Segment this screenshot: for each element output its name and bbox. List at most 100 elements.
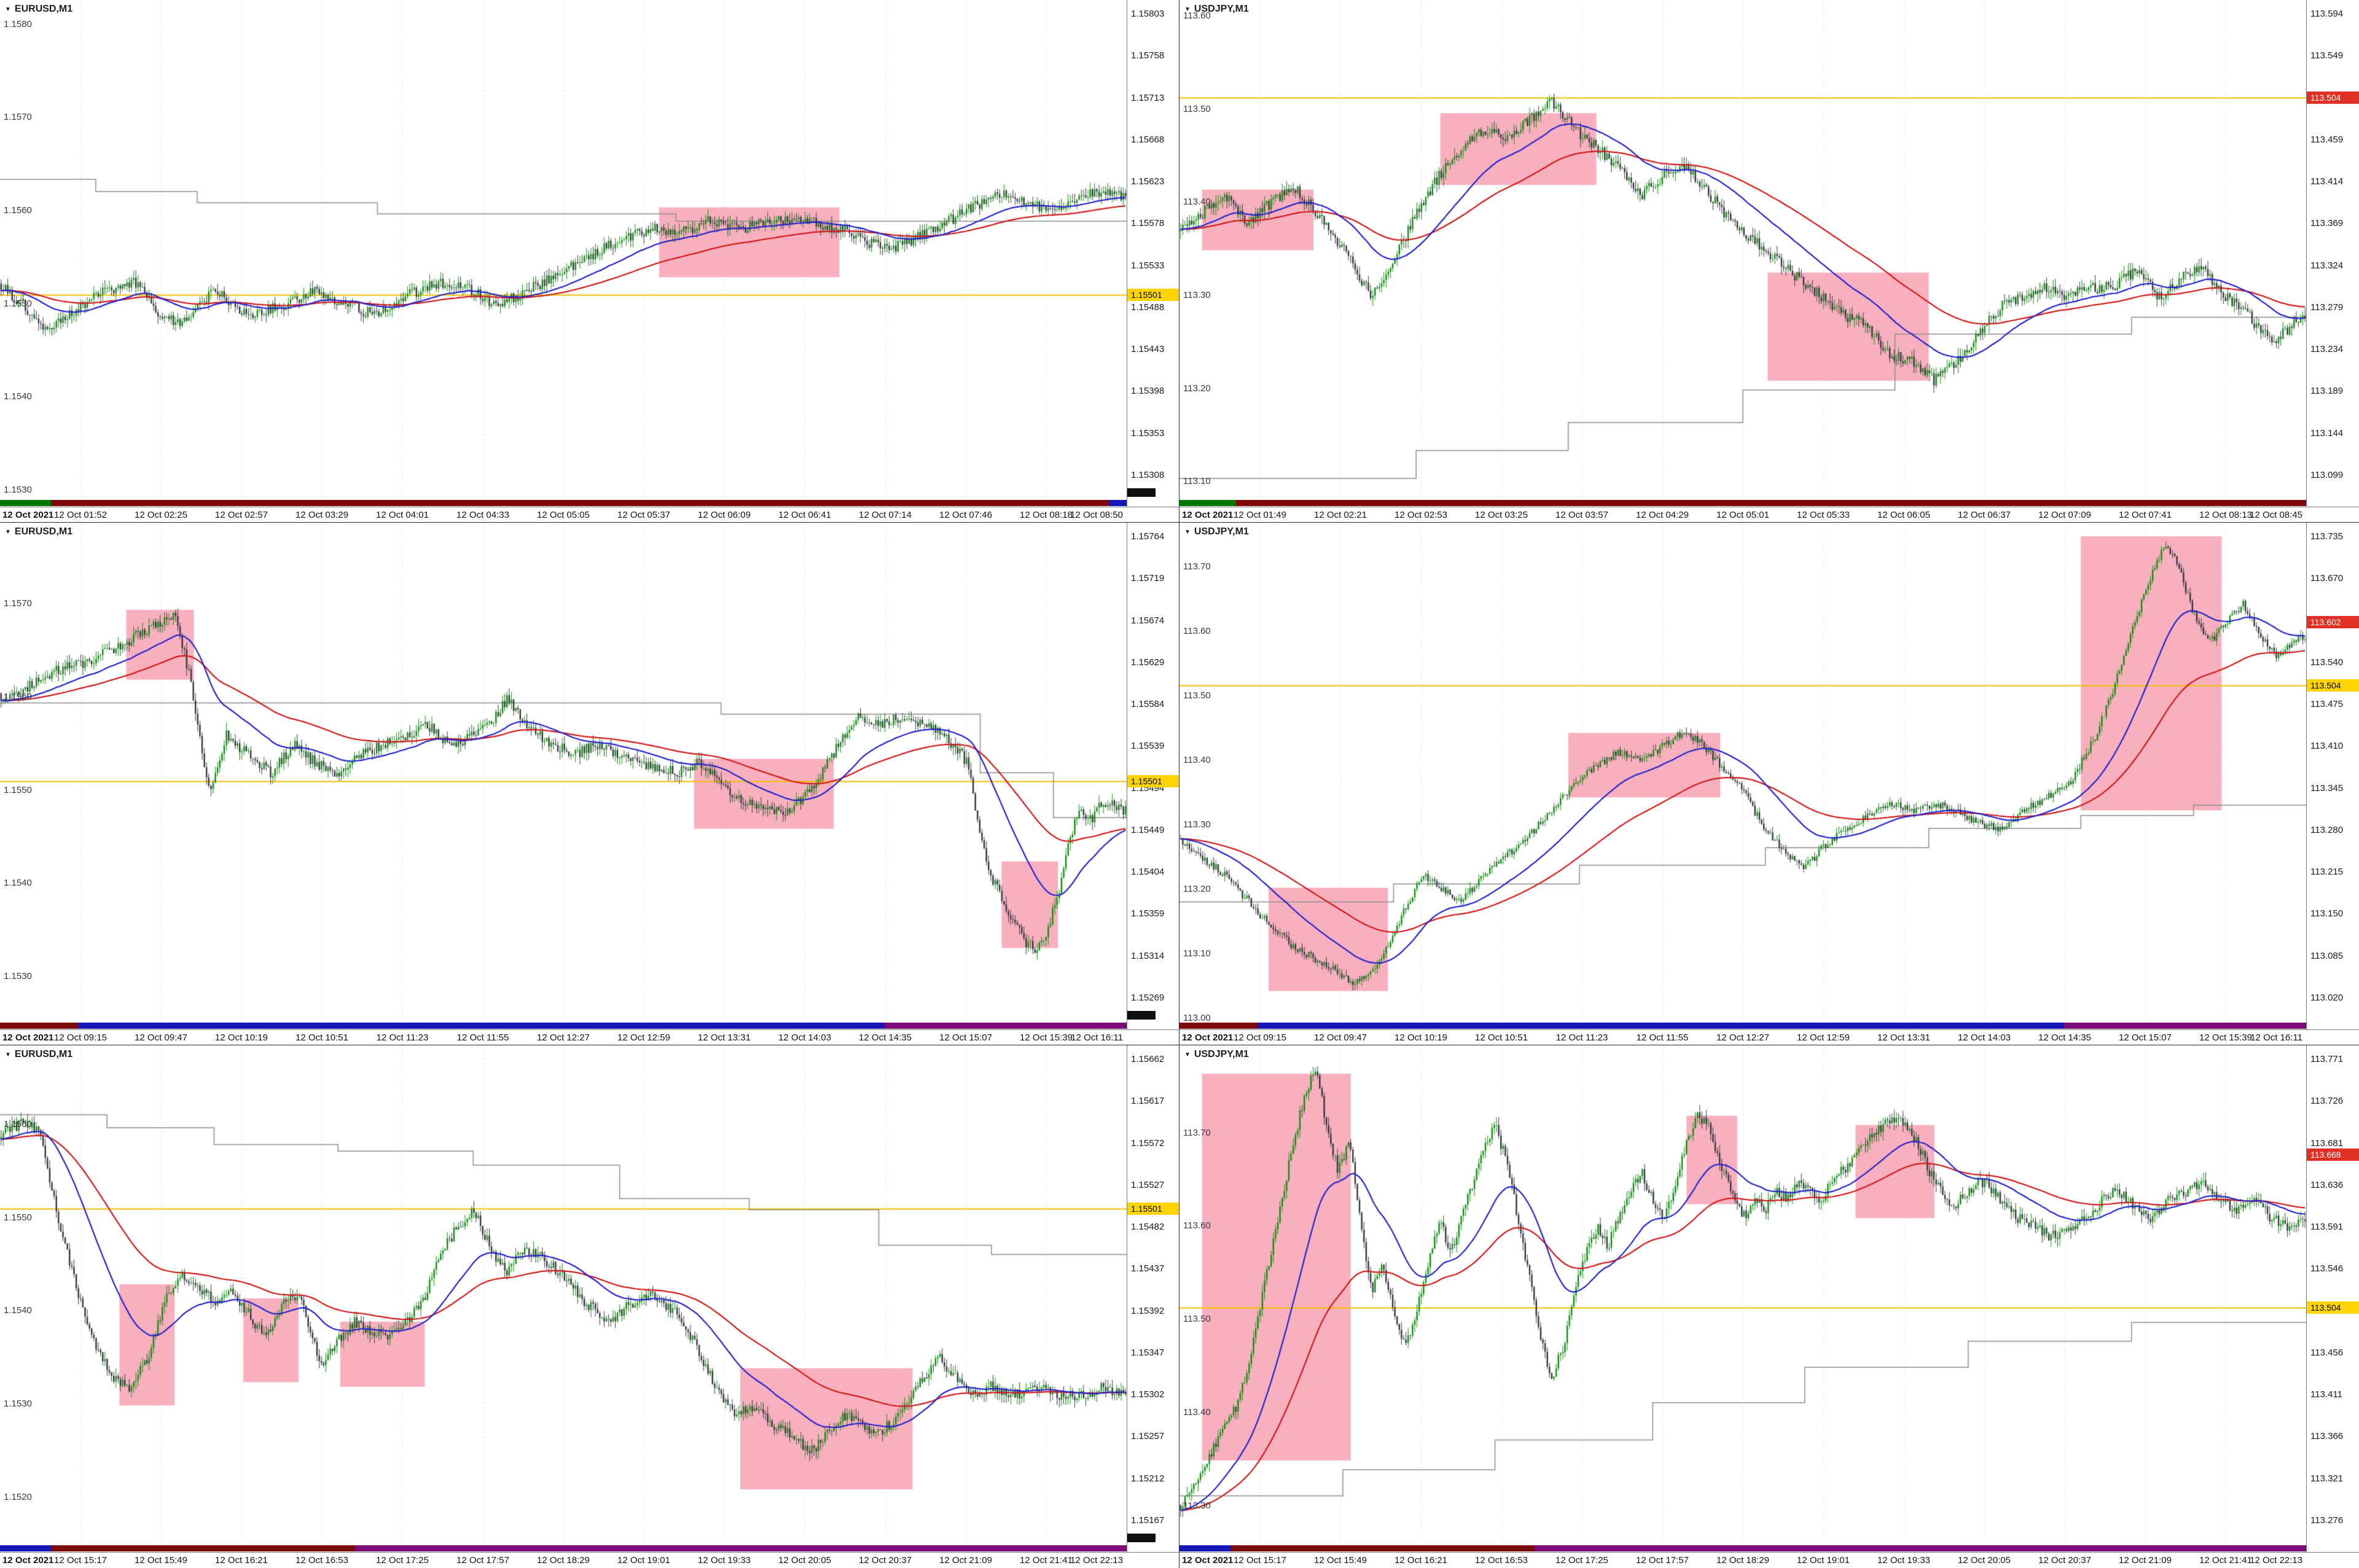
price-axis-label: 113.475 [2310, 699, 2344, 710]
chart-canvas-5[interactable] [0, 1045, 1127, 1545]
session-segment [1230, 1545, 1535, 1551]
price-axis-label: 113.670 [2310, 573, 2344, 584]
time-axis-label: 12 Oct 16:53 [1475, 1555, 1528, 1566]
price-axis-label: 113.591 [2310, 1222, 2344, 1233]
chart-canvas-3[interactable] [0, 523, 1127, 1022]
price-axis-label: 113.456 [2310, 1347, 2344, 1358]
session-segment [1180, 1545, 1230, 1551]
price-axis-label: 1.15308 [1131, 470, 1165, 480]
price-axis-1[interactable]: 1.15803 1.15758 1.15713 1.15668 1.15623 1.155… [1127, 0, 1179, 507]
time-axis-label: 12 Oct 15:49 [1314, 1555, 1367, 1566]
time-axis-label: 12 Oct 01:52 [54, 510, 107, 520]
session-indicator-bar-6 [1180, 1545, 2306, 1552]
session-segment [0, 500, 51, 506]
time-axis-label: 12 Oct 14:35 [2038, 1032, 2091, 1043]
chart-canvas-2[interactable] [1180, 0, 2306, 499]
time-axis-label: 12 Oct 01:49 [1234, 510, 1286, 520]
price-tag: 1.15501 [1127, 289, 1179, 302]
symbol-menu-6[interactable]: ▼ USDJPY,M1 [1184, 1049, 1249, 1060]
price-axis-label: 113.321 [2310, 1473, 2344, 1484]
price-axis-label: 1.15257 [1131, 1431, 1165, 1442]
time-axis-label: 12 Oct 12:27 [1716, 1032, 1769, 1043]
time-axis-label: 12 Oct 20:37 [2038, 1555, 2091, 1566]
time-axis-label: 12 Oct 15:17 [54, 1555, 107, 1566]
time-axis-label: 12 Oct 16:21 [215, 1555, 268, 1566]
chart-canvas-1[interactable] [0, 0, 1127, 499]
chart-panel-4: 113.70 113.60 113.50 113.40 113.30 113.20 113.… [1180, 523, 2359, 1045]
chart-panel-3: 1.1570 1.1560 1.1550 1.1540 1.1530 ▼ EURUSD,… [0, 523, 1180, 1045]
price-axis-label: 1.15353 [1131, 427, 1165, 439]
price-axis-4[interactable]: 113.735113.670113.605113.540113.475113.4… [2306, 523, 2359, 1029]
session-indicator-bar-4 [1180, 1022, 2306, 1029]
time-axis-1[interactable]: 12 Oct 2021 12 Oct 01:52 12 Oct 02:25 12 Oc… [0, 507, 1179, 522]
price-axis-label: 113.414 [2310, 176, 2344, 187]
time-axis-label: 12 Oct 20:05 [778, 1555, 831, 1566]
chart-panel-2: 113.60 113.50 113.40 113.30 113.20 113.10 ▼ U… [1180, 0, 2359, 523]
price-axis-label: 1.15392 [1131, 1305, 1165, 1316]
time-axis-label: 12 Oct 09:47 [135, 1032, 187, 1043]
price-axis-2[interactable]: 113.594 113.549 113.504 113.459 113.414 113.3… [2306, 0, 2359, 507]
time-axis-label: 12 Oct 13:31 [1877, 1032, 1930, 1043]
time-axis-label: 12 Oct 14:03 [778, 1032, 831, 1043]
plot-area-6: 113.70 113.60 113.50 113.40 113.30 ▼ USDJPY,… [1180, 1045, 2306, 1552]
price-axis-5[interactable]: 1.15662 1.15617 1.15572 1.15527 1.15482 1.154… [1127, 1045, 1179, 1552]
time-axis-label: 12 Oct 19:33 [698, 1555, 751, 1566]
price-axis-label: 1.15437 [1131, 1263, 1165, 1274]
panel-top-4: 113.70 113.60 113.50 113.40 113.30 113.20 113.… [1180, 523, 2359, 1029]
price-axis-label: 1.15314 [1131, 950, 1165, 961]
chart-panel-1: 1.1580 1.1570 1.1560 1.1550 1.1540 1.1530 ▼ E… [0, 0, 1180, 523]
time-axis-label: 12 Oct 11:23 [1555, 1032, 1608, 1043]
symbol-timeframe-label: EURUSD,M1 [14, 526, 73, 537]
time-axis-label: 12 Oct 15:17 [1234, 1555, 1286, 1566]
price-axis-label: 113.345 [2310, 782, 2344, 794]
time-axis-label: 12 Oct 2021 [1182, 1555, 1234, 1566]
symbol-timeframe-label: USDJPY,M1 [1194, 526, 1249, 537]
time-axis-4[interactable]: 12 Oct 2021 12 Oct 09:15 12 Oct 09:47 12 Oc… [1180, 1029, 2359, 1045]
time-axis-label: 12 Oct 2021 [1182, 1032, 1234, 1043]
price-axis-6[interactable]: 113.771 113.726 113.681 113.636 113.591 113.5… [2306, 1045, 2359, 1552]
chart-canvas-4[interactable] [1180, 523, 2306, 1022]
price-axis-label: 113.546 [2310, 1263, 2344, 1274]
time-axis-label: 12 Oct 22:13 [2250, 1555, 2302, 1566]
time-axis-label: 12 Oct 08:18 [1020, 510, 1073, 520]
chart-panel-5: 1.1560 1.1550 1.1540 1.1530 1.1520 ▼ EURUSD,… [0, 1045, 1180, 1568]
time-axis-label: 12 Oct 05:01 [1716, 510, 1769, 520]
price-axis-label: 113.215 [2310, 867, 2344, 878]
time-axis-label: 12 Oct 21:09 [939, 1555, 992, 1566]
price-axis-label: 1.15269 [1131, 993, 1165, 1003]
time-axis-6[interactable]: 12 Oct 2021 12 Oct 15:17 12 Oct 15:49 12 Oc… [1180, 1552, 2359, 1568]
time-axis-5[interactable]: 12 Oct 2021 12 Oct 15:17 12 Oct 15:49 12 Oc… [0, 1552, 1179, 1568]
session-segment [0, 1545, 51, 1551]
time-axis-label: 12 Oct 2021 [2, 510, 54, 520]
time-axis-3[interactable]: 12 Oct 2021 12 Oct 09:15 12 Oct 09:47 12 Oc… [0, 1029, 1179, 1045]
time-axis-label: 12 Oct 03:57 [1555, 510, 1608, 520]
symbol-menu-5[interactable]: ▼ EURUSD,M1 [5, 1049, 72, 1060]
chart-panel-6: 113.70 113.60 113.50 113.40 113.30 ▼ USDJPY,… [1180, 1045, 2359, 1568]
chart-canvas-6[interactable] [1180, 1045, 2306, 1545]
time-axis-label: 12 Oct 11:23 [376, 1032, 429, 1043]
price-axis-label: 113.369 [2310, 218, 2344, 229]
time-axis-label: 12 Oct 17:25 [1555, 1555, 1608, 1566]
time-axis-label: 12 Oct 14:03 [1958, 1032, 2011, 1043]
chevron-down-icon: ▼ [5, 6, 11, 13]
time-axis-label: 12 Oct 15:39 [2199, 1032, 2252, 1043]
time-axis-2[interactable]: 12 Oct 2021 12 Oct 01:49 12 Oct 02:21 12 Oc… [1180, 507, 2359, 522]
time-axis-label: 12 Oct 14:35 [859, 1032, 912, 1043]
time-axis-label: 12 Oct 06:37 [1958, 510, 2011, 520]
price-axis-3[interactable]: 1.15764 1.15719 1.15674 1.15629 1.15584 1.155… [1127, 523, 1179, 1029]
price-axis-label: 1.15572 [1131, 1137, 1165, 1149]
time-axis-label: 12 Oct 16:21 [1395, 1555, 1447, 1566]
time-axis-label: 12 Oct 16:53 [295, 1555, 348, 1566]
price-axis-label: 1.15629 [1131, 657, 1165, 668]
time-axis-label: 12 Oct 09:47 [1314, 1032, 1367, 1043]
price-axis-label: 1.15443 [1131, 344, 1165, 355]
time-axis-label: 12 Oct 05:05 [537, 510, 590, 520]
symbol-menu-2[interactable]: ▼ USDJPY,M1 [1184, 4, 1249, 15]
price-axis-label: 1.15212 [1131, 1473, 1165, 1484]
symbol-menu-4[interactable]: ▼ USDJPY,M1 [1184, 526, 1249, 537]
time-axis-label: 12 Oct 04:01 [376, 510, 429, 520]
price-axis-label: 1.15623 [1131, 176, 1165, 187]
symbol-timeframe-label: USDJPY,M1 [1194, 1049, 1249, 1059]
symbol-menu-3[interactable]: ▼ EURUSD,M1 [5, 526, 72, 537]
symbol-menu-1[interactable]: ▼ EURUSD,M1 [5, 4, 72, 15]
